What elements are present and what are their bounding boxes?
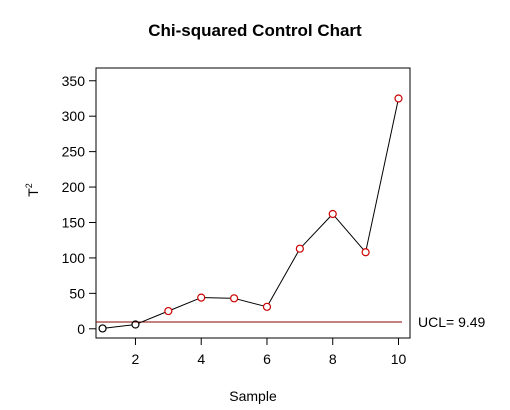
series-segment xyxy=(301,216,331,247)
y-axis: 0 50 100 150 200 250 300 350 xyxy=(62,73,96,337)
data-point xyxy=(295,244,304,253)
y-axis-label-superscript: 2 xyxy=(24,183,34,188)
chart-title: Chi-squared Control Chart xyxy=(148,21,362,40)
series-segment xyxy=(138,311,166,324)
x-tick-label: 2 xyxy=(132,351,140,367)
x-axis: 2 4 6 8 10 xyxy=(132,338,407,367)
x-tick-label: 8 xyxy=(329,351,337,367)
series-t2 xyxy=(98,94,403,333)
ucl-group: UCL= 9.49 xyxy=(96,314,486,330)
data-point xyxy=(394,94,403,103)
y-tick-label: 150 xyxy=(62,214,86,230)
y-tick-label: 200 xyxy=(62,179,86,195)
y-tick-label: 350 xyxy=(62,73,86,89)
y-tick-label: 50 xyxy=(69,285,85,301)
series-segment xyxy=(268,251,299,305)
data-point xyxy=(229,294,239,303)
data-point xyxy=(361,248,370,257)
y-axis-label: T2 xyxy=(24,183,41,197)
y-tick-label: 100 xyxy=(62,250,86,266)
y-tick-label: 300 xyxy=(62,108,86,124)
x-tick-label: 10 xyxy=(391,351,407,367)
series-segment xyxy=(204,297,231,299)
data-point xyxy=(197,293,206,302)
series-segment xyxy=(105,324,133,329)
data-point xyxy=(164,306,173,316)
series-segment xyxy=(237,298,264,307)
data-point xyxy=(98,324,107,333)
x-tick-label: 6 xyxy=(263,351,271,367)
y-tick-label: 0 xyxy=(77,321,85,337)
y-axis-label-base: T xyxy=(25,188,41,197)
y-tick-label: 250 xyxy=(62,144,86,160)
y-axis-label-group: T2 xyxy=(24,183,41,197)
ucl-label: UCL= 9.49 xyxy=(418,314,486,330)
plot-frame xyxy=(95,67,411,339)
data-point xyxy=(328,209,337,219)
data-point xyxy=(262,302,272,311)
data-point xyxy=(131,320,140,329)
series-segment xyxy=(334,216,364,250)
x-tick-label: 4 xyxy=(197,351,205,367)
x-axis-label: Sample xyxy=(229,388,277,404)
series-segment xyxy=(365,101,399,249)
series-segment xyxy=(171,298,199,311)
